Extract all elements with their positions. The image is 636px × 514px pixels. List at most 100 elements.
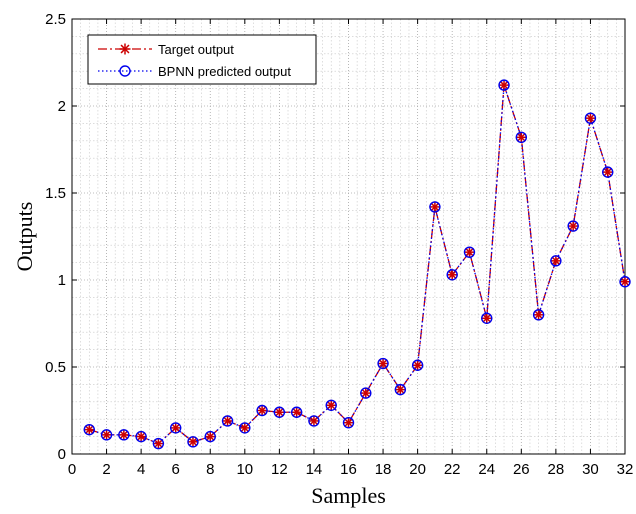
data-point	[118, 429, 130, 441]
data-point	[429, 201, 441, 213]
data-point	[325, 399, 337, 411]
data-point	[412, 359, 424, 371]
legend-marker	[119, 43, 131, 55]
data-point	[550, 255, 562, 267]
data-point	[291, 406, 303, 418]
data-point	[169, 422, 182, 434]
minor-grid	[72, 19, 625, 454]
x-tick-label: 12	[271, 461, 288, 478]
x-tick-label: 4	[137, 461, 145, 478]
x-tick-label: 30	[582, 461, 599, 478]
data-point	[83, 424, 95, 436]
legend-marker	[119, 65, 131, 77]
data-point	[152, 437, 165, 450]
data-point	[602, 166, 614, 178]
x-tick-label: 6	[172, 461, 180, 478]
data-point	[394, 383, 407, 396]
data-point	[567, 220, 579, 232]
data-point	[239, 422, 251, 434]
data-point	[498, 79, 510, 91]
data-point	[83, 423, 95, 436]
data-point	[360, 387, 372, 399]
series-1-markers	[83, 79, 631, 450]
data-point	[377, 357, 389, 370]
data-point	[204, 430, 216, 443]
data-point	[411, 359, 424, 371]
data-point	[135, 430, 147, 443]
x-tick-label: 16	[340, 461, 357, 478]
y-tick-label: 1	[58, 272, 66, 289]
series-layer	[83, 79, 631, 450]
data-point	[101, 429, 113, 441]
data-point	[584, 112, 596, 124]
data-point	[446, 269, 458, 281]
y-tick-label: 0.5	[45, 359, 66, 376]
x-tick-label: 24	[478, 461, 495, 478]
data-point	[273, 406, 285, 418]
data-point	[222, 415, 234, 427]
data-point	[360, 387, 372, 399]
data-point	[463, 246, 475, 258]
legend-label-predicted: BPNN predicted output	[158, 64, 291, 79]
data-point	[567, 220, 579, 232]
x-axis-title: Samples	[311, 483, 386, 508]
data-point	[394, 384, 406, 396]
data-point	[481, 312, 493, 324]
data-point	[308, 415, 320, 427]
y-tick-label: 1.5	[45, 185, 66, 202]
x-tick-label: 22	[444, 461, 461, 478]
data-point	[550, 255, 562, 267]
data-point	[533, 309, 545, 321]
x-tick-label: 32	[617, 461, 634, 478]
data-point	[481, 312, 493, 324]
data-point	[273, 406, 286, 418]
legend-swatch-target	[98, 43, 152, 55]
data-point	[290, 406, 303, 418]
legend-label-target: Target output	[158, 42, 234, 57]
series-line	[89, 84, 626, 445]
data-point	[498, 79, 510, 91]
x-tick-label: 20	[409, 461, 426, 478]
data-point	[602, 166, 614, 178]
x-tick-label: 18	[375, 461, 392, 478]
data-point	[221, 415, 234, 427]
data-point	[170, 422, 182, 434]
data-point	[256, 404, 268, 417]
legend-swatch-predicted	[98, 65, 152, 77]
data-point	[429, 201, 441, 213]
series-1	[89, 84, 626, 445]
data-point	[515, 131, 527, 143]
x-tick-label: 10	[236, 461, 253, 478]
x-tick-label: 8	[206, 461, 214, 478]
y-tick-label: 0	[58, 446, 66, 463]
x-tick-label: 2	[102, 461, 110, 478]
data-point	[377, 358, 389, 370]
data-point	[463, 246, 476, 258]
data-point	[325, 399, 337, 411]
data-point	[239, 422, 251, 434]
data-point	[619, 276, 631, 288]
data-point	[256, 405, 268, 416]
data-point	[187, 436, 199, 448]
y-tick-label: 2.5	[45, 11, 66, 28]
y-axis-title: Outputs	[12, 202, 37, 272]
data-point	[308, 415, 320, 427]
data-point	[187, 436, 199, 448]
x-tick-label: 26	[513, 461, 530, 478]
series-0-markers	[83, 79, 631, 450]
legend: Target output BPNN predicted output	[87, 34, 317, 85]
data-point	[446, 269, 458, 281]
data-point	[100, 429, 113, 441]
data-point	[515, 131, 528, 144]
y-tick-label: 2	[58, 98, 66, 115]
x-tick-label: 28	[548, 461, 565, 478]
data-point	[204, 431, 216, 443]
data-point	[532, 309, 545, 321]
x-tick-label: 14	[306, 461, 323, 478]
x-tick-label: 0	[68, 461, 76, 478]
data-point	[342, 416, 355, 429]
data-point	[152, 438, 164, 450]
tick-labels: 0 2 4 6 8 10 12 14 16 18 20 22 24 26 28 30 3200.511.522.…	[45, 11, 633, 478]
data-point	[584, 112, 597, 124]
